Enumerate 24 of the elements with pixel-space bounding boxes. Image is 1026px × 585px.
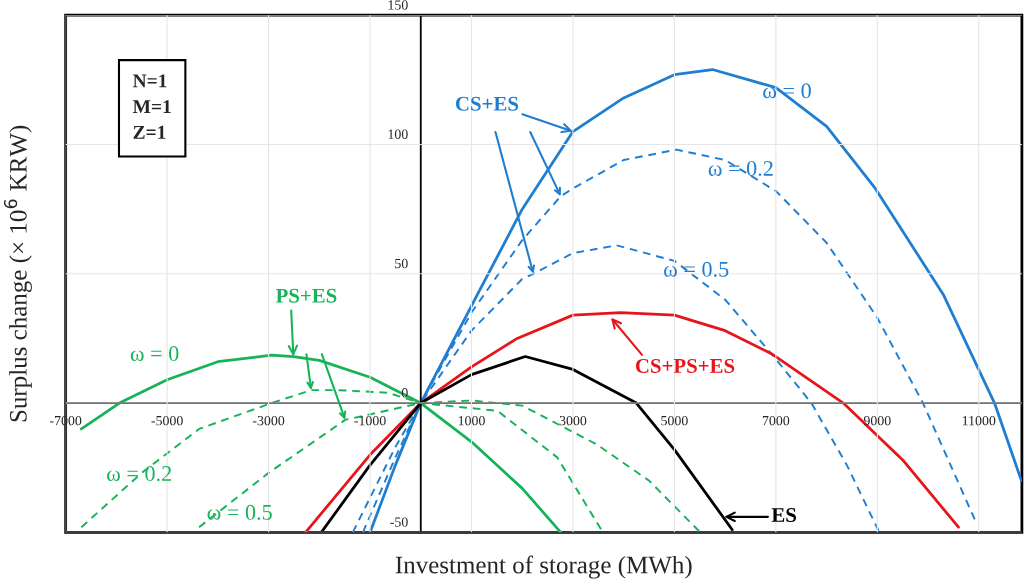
y-tick-label: 100 — [388, 129, 408, 139]
x-tick-label: -3000 — [252, 415, 285, 426]
x-tick-label: 11000 — [962, 415, 996, 426]
annotation: ω = 0.2 — [708, 160, 773, 177]
annotation: ω = 0 — [130, 346, 179, 362]
annotation: CS+ES — [455, 96, 519, 111]
annotation: N=1 M=1 Z=1 — [132, 74, 171, 139]
x-tick-label: 9000 — [863, 415, 891, 426]
annotation: CS+PS+ES — [635, 358, 735, 373]
y-axis-title: Surplus change (× 10$^{6}$ KRW) — [3, 125, 32, 422]
x-tick-label: 3000 — [559, 415, 587, 426]
annotation: ω = 0 — [763, 83, 811, 99]
y-tick-label: -50 — [390, 517, 408, 527]
x-tick-label: 7000 — [762, 415, 790, 426]
annotation: PS+ES — [275, 288, 337, 303]
x-tick-label: 1000 — [458, 415, 485, 426]
y-tick-label: 50 — [395, 258, 408, 269]
annotation: ω = 0.2 — [107, 466, 172, 482]
x-tick-label: -1000 — [354, 415, 386, 426]
x-tick-label: -5000 — [151, 415, 183, 426]
x-axis-title: Investment of storage (MWh) — [395, 555, 692, 579]
x-tick-label: 5000 — [661, 415, 688, 426]
y-tick-label: 150 — [388, 0, 408, 10]
annotation: ES — [771, 508, 796, 523]
